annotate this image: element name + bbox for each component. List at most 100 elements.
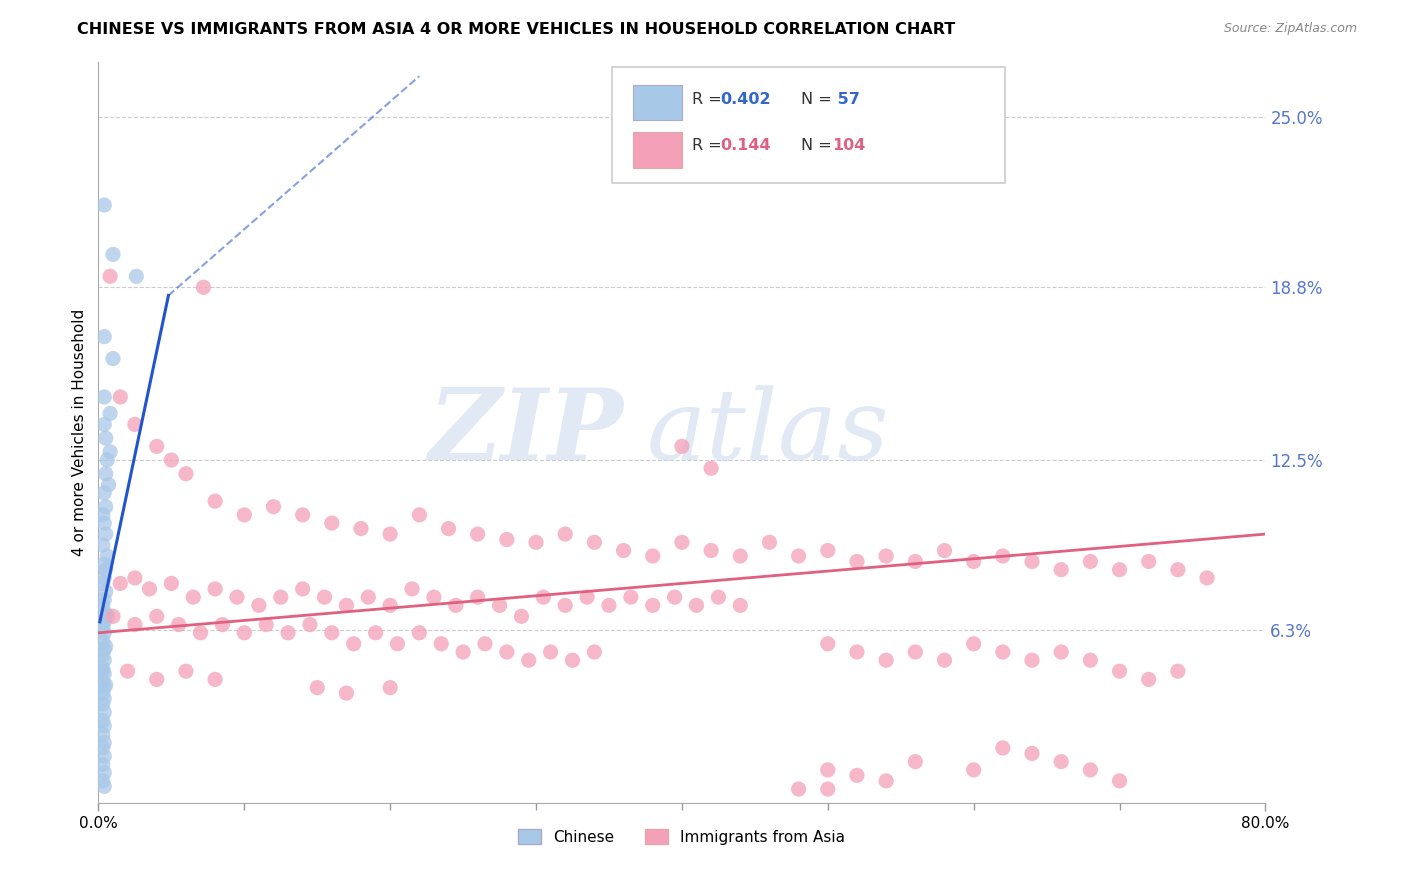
Point bbox=[226, 590, 249, 604]
Point bbox=[93, 749, 115, 764]
Point bbox=[91, 686, 114, 700]
Point bbox=[846, 768, 869, 782]
Point bbox=[93, 417, 115, 432]
Point bbox=[758, 535, 780, 549]
Point bbox=[193, 280, 215, 294]
Point bbox=[93, 719, 115, 733]
Point bbox=[91, 634, 114, 648]
Text: 0.402: 0.402 bbox=[720, 92, 770, 107]
Point bbox=[510, 609, 533, 624]
Point bbox=[335, 686, 357, 700]
Point bbox=[117, 664, 139, 678]
Point bbox=[110, 576, 132, 591]
Point bbox=[91, 675, 114, 690]
Point bbox=[671, 535, 693, 549]
Point bbox=[233, 508, 256, 522]
Point bbox=[146, 609, 169, 624]
Point bbox=[160, 576, 183, 591]
Point bbox=[991, 741, 1014, 756]
Point bbox=[93, 593, 115, 607]
Point bbox=[641, 599, 664, 613]
Point bbox=[364, 625, 387, 640]
Point bbox=[1021, 653, 1043, 667]
Y-axis label: 4 or more Vehicles in Household: 4 or more Vehicles in Household bbox=[72, 309, 87, 557]
Point bbox=[1021, 554, 1043, 568]
Point bbox=[408, 508, 430, 522]
Text: atlas: atlas bbox=[647, 385, 890, 480]
Point bbox=[93, 780, 115, 794]
Point bbox=[817, 782, 839, 797]
Point bbox=[91, 741, 114, 756]
Point bbox=[380, 681, 402, 695]
Point bbox=[174, 664, 197, 678]
Point bbox=[307, 681, 329, 695]
Point bbox=[93, 516, 115, 530]
Point bbox=[321, 625, 343, 640]
Point bbox=[91, 620, 114, 634]
Point bbox=[934, 543, 956, 558]
Point bbox=[991, 549, 1014, 563]
Point bbox=[91, 773, 114, 788]
Point bbox=[685, 599, 707, 613]
Point bbox=[343, 637, 366, 651]
Point bbox=[94, 527, 117, 541]
Point bbox=[357, 590, 380, 604]
Point bbox=[211, 617, 233, 632]
Point bbox=[423, 590, 446, 604]
Point bbox=[101, 351, 124, 366]
Point bbox=[91, 599, 114, 613]
Point bbox=[101, 609, 124, 624]
Point bbox=[93, 486, 115, 500]
Point bbox=[91, 714, 114, 728]
Point bbox=[204, 494, 226, 508]
Point bbox=[204, 673, 226, 687]
Point bbox=[934, 653, 956, 667]
Point bbox=[291, 582, 314, 596]
Point bbox=[93, 571, 115, 585]
Point bbox=[254, 617, 277, 632]
Point bbox=[138, 582, 160, 596]
Point bbox=[98, 406, 121, 420]
Point bbox=[91, 664, 114, 678]
Point bbox=[91, 538, 114, 552]
Point bbox=[962, 763, 984, 777]
Point bbox=[904, 755, 927, 769]
Point bbox=[380, 527, 402, 541]
Point bbox=[124, 571, 146, 585]
Point bbox=[1108, 773, 1130, 788]
Point bbox=[262, 500, 284, 514]
Point bbox=[707, 590, 730, 604]
Point bbox=[583, 535, 606, 549]
Point bbox=[96, 453, 118, 467]
Point bbox=[98, 269, 121, 284]
Text: N =: N = bbox=[801, 138, 838, 153]
Text: N =: N = bbox=[801, 92, 838, 107]
Point bbox=[93, 558, 115, 572]
Point bbox=[583, 645, 606, 659]
Point bbox=[875, 653, 897, 667]
Point bbox=[875, 773, 897, 788]
Point bbox=[93, 625, 115, 640]
Point bbox=[91, 697, 114, 711]
Point bbox=[444, 599, 467, 613]
Point bbox=[598, 599, 620, 613]
Point bbox=[1080, 653, 1102, 667]
Point bbox=[1137, 673, 1160, 687]
Point bbox=[190, 625, 212, 640]
Point bbox=[1080, 763, 1102, 777]
Point bbox=[408, 625, 430, 640]
Point bbox=[904, 645, 927, 659]
Point bbox=[93, 653, 115, 667]
Point bbox=[904, 554, 927, 568]
Point bbox=[146, 673, 169, 687]
Point bbox=[110, 390, 132, 404]
Point bbox=[576, 590, 599, 604]
Point bbox=[561, 653, 583, 667]
Point bbox=[1050, 645, 1073, 659]
Point bbox=[1050, 563, 1073, 577]
Point bbox=[93, 390, 115, 404]
Point bbox=[298, 617, 321, 632]
Point bbox=[1021, 747, 1043, 761]
Point bbox=[641, 549, 664, 563]
Point bbox=[787, 549, 810, 563]
